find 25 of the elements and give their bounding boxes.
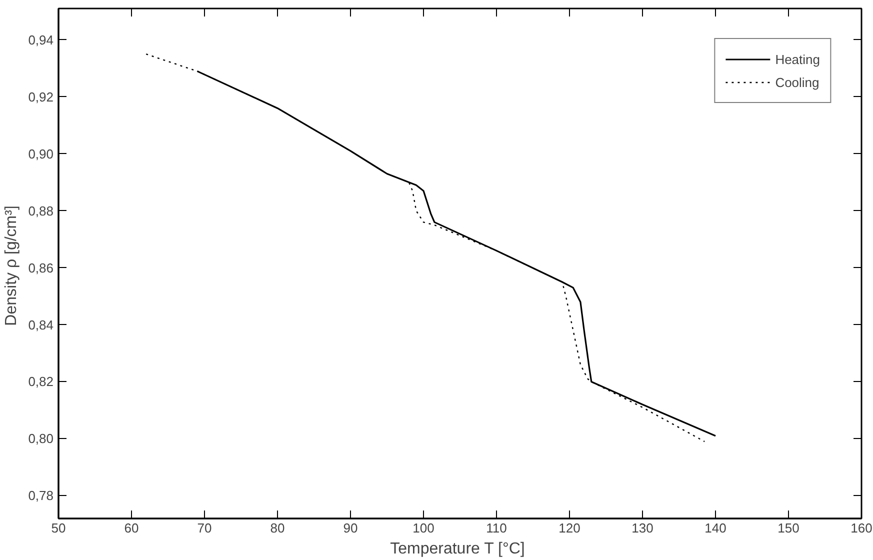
y-tick-label: 0,84 <box>28 317 54 332</box>
x-tick-label: 60 <box>124 520 139 536</box>
x-tick-label: 80 <box>270 520 285 536</box>
y-tick-label: 0,86 <box>28 260 54 276</box>
legend-label: Heating <box>775 52 820 66</box>
x-tick-label: 70 <box>197 520 212 536</box>
x-tick-label: 140 <box>704 520 726 536</box>
x-tick-label: 130 <box>632 520 654 536</box>
x-tick-label: 90 <box>343 520 358 536</box>
y-tick-label: 0,88 <box>28 203 54 218</box>
x-tick-label: 120 <box>558 520 580 536</box>
y-axis-title: Density ρ [g/cm³] <box>3 206 20 326</box>
legend-label: Cooling <box>775 74 820 90</box>
x-tick-label: 100 <box>412 520 434 536</box>
y-tick-label: 0,92 <box>28 89 54 104</box>
x-tick-label: 160 <box>850 520 872 536</box>
y-tick-label: 0,78 <box>28 488 54 504</box>
y-tick-label: 0,90 <box>28 146 54 162</box>
x-tick-label: 110 <box>486 520 507 536</box>
x-axis-title: Temperature T [°C] <box>390 540 525 558</box>
x-tick-label: 50 <box>51 520 66 536</box>
y-tick-label: 0,80 <box>28 431 54 446</box>
x-tick-label: 150 <box>778 520 800 536</box>
y-tick-label: 0,82 <box>28 374 54 390</box>
y-tick-label: 0,94 <box>28 32 54 48</box>
